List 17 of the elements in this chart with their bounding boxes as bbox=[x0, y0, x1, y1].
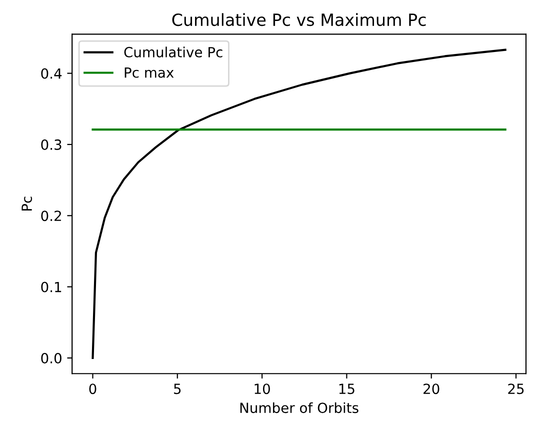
x-tick-label: 15 bbox=[339, 384, 354, 394]
chart-title: Cumulative Pc vs Maximum Pc bbox=[172, 13, 426, 26]
y-axis-title: Pc bbox=[22, 196, 32, 211]
y-tick-label: 0.0 bbox=[41, 352, 62, 364]
x-tick-label: 20 bbox=[424, 384, 440, 394]
legend-label: Pc max bbox=[124, 67, 174, 78]
x-axis-title: Number of Orbits bbox=[240, 402, 358, 414]
x-tick-label: 5 bbox=[174, 384, 181, 394]
x-tick-label: 0 bbox=[89, 384, 96, 394]
x-tick-label: 10 bbox=[254, 384, 270, 394]
y-tick-label: 0.2 bbox=[41, 210, 61, 222]
x-tick-label: 25 bbox=[508, 384, 524, 394]
line-series bbox=[92, 48, 506, 360]
y-tick-label: 0.1 bbox=[41, 282, 62, 292]
y-tick-label: 0.3 bbox=[41, 139, 62, 150]
legend-label: Cumulative Pc bbox=[124, 46, 222, 58]
y-tick-label: 0.4 bbox=[41, 68, 62, 79]
